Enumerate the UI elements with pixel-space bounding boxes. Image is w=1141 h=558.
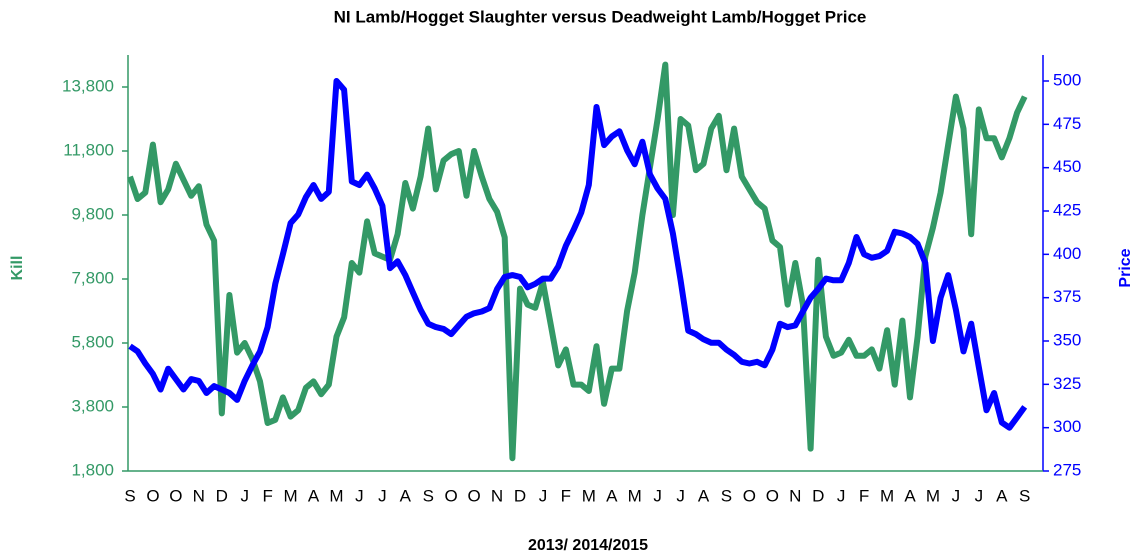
x-tick-label: M xyxy=(582,486,596,505)
y2-tick-label: 325 xyxy=(1053,374,1081,393)
x-tick-label: J xyxy=(378,486,387,505)
x-tick-label: J xyxy=(676,486,685,505)
x-tick-label: J xyxy=(653,486,662,505)
x-tick-label: M xyxy=(926,486,940,505)
x-tick-label: N xyxy=(193,486,205,505)
y-tick-label: 3,800 xyxy=(71,396,114,415)
y-tick-label: 5,800 xyxy=(71,332,114,351)
y2-tick-label: 350 xyxy=(1053,330,1081,349)
y-tick-label: 13,800 xyxy=(62,76,114,95)
x-tick-label: M xyxy=(880,486,894,505)
y2-tick-label: 425 xyxy=(1053,200,1081,219)
data-line xyxy=(127,61,1028,462)
x-tick-label: S xyxy=(124,486,135,505)
x-tick-label: S xyxy=(1019,486,1030,505)
x-tick-label: F xyxy=(561,486,571,505)
x-tick-label: S xyxy=(721,486,732,505)
x-tick-label: O xyxy=(445,486,458,505)
y2-tick-label: 375 xyxy=(1053,287,1081,306)
y-tick-label: 11,800 xyxy=(63,140,114,159)
x-tick-label: M xyxy=(329,486,343,505)
x-tick-label: A xyxy=(904,486,916,505)
x-tick-label: J xyxy=(975,486,984,505)
x-tick-label: A xyxy=(308,486,320,505)
x-axis-title: 2013/ 2014/2015 xyxy=(528,537,648,554)
x-tick-label: O xyxy=(468,486,481,505)
x-tick-label: J xyxy=(837,486,846,505)
x-tick-label: A xyxy=(996,486,1008,505)
y-tick-label: 1,800 xyxy=(71,460,114,479)
y2-tick-label: 450 xyxy=(1053,157,1081,176)
x-tick-label: O xyxy=(146,486,159,505)
data-line xyxy=(128,78,1028,431)
x-tick-label: M xyxy=(284,486,298,505)
x-tick-label: D xyxy=(812,486,824,505)
y-axis-title: Kill xyxy=(9,256,26,281)
y2-axis-title: Price xyxy=(1117,248,1134,287)
x-tick-label: F xyxy=(859,486,869,505)
x-tick-label: J xyxy=(952,486,961,505)
x-tick-label: J xyxy=(539,486,548,505)
x-tick-label: O xyxy=(743,486,756,505)
x-tick-label: J xyxy=(355,486,364,505)
x-tick-label: A xyxy=(698,486,710,505)
y2-tick-label: 500 xyxy=(1053,70,1081,89)
x-tick-label: A xyxy=(606,486,618,505)
y2-tick-label: 475 xyxy=(1053,114,1081,133)
x-tick-label: O xyxy=(766,486,779,505)
x-tick-label: O xyxy=(169,486,182,505)
x-tick-label: N xyxy=(491,486,503,505)
x-tick-label: N xyxy=(789,486,801,505)
x-tick-label: S xyxy=(423,486,434,505)
y2-tick-label: 300 xyxy=(1053,417,1081,436)
x-tick-label: F xyxy=(262,486,272,505)
y2-tick-label: 275 xyxy=(1053,460,1081,479)
x-tick-label: D xyxy=(514,486,526,505)
y2-tick-label: 400 xyxy=(1053,244,1081,263)
y-tick-label: 9,800 xyxy=(71,204,114,223)
x-tick-label: A xyxy=(400,486,412,505)
y-tick-label: 7,800 xyxy=(71,268,114,287)
chart-title: NI Lamb/Hogget Slaughter versus Deadweig… xyxy=(334,7,867,26)
x-tick-label: M xyxy=(628,486,642,505)
x-tick-label: J xyxy=(240,486,249,505)
x-tick-label: D xyxy=(216,486,228,505)
